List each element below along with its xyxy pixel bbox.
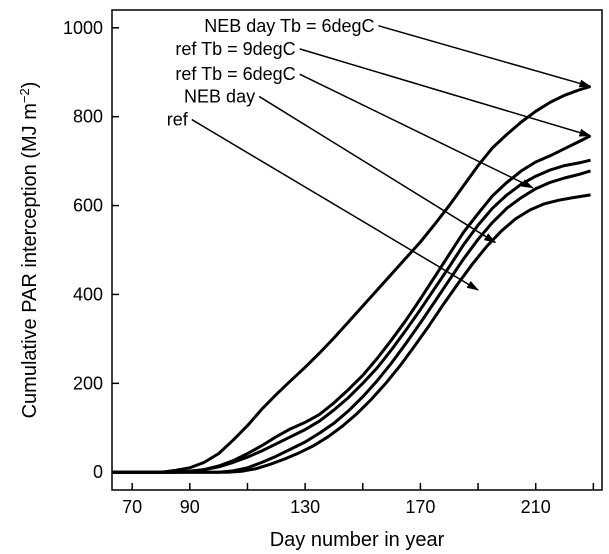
y-tick-label: 800 bbox=[73, 107, 103, 127]
series-annotation-label: ref bbox=[167, 110, 189, 130]
y-tick-label: 400 bbox=[73, 284, 103, 304]
series-line bbox=[112, 193, 591, 474]
series-annotation-label: ref Tb = 6degC bbox=[175, 64, 295, 84]
y-axis-label-close: ) bbox=[19, 82, 41, 89]
x-tick-label: 90 bbox=[180, 497, 200, 517]
y-axis-label-superscript: −2 bbox=[17, 88, 32, 103]
x-tick-label: 170 bbox=[405, 497, 435, 517]
series-lines bbox=[112, 84, 592, 474]
series-annotation-arrow bbox=[299, 73, 534, 189]
y-tick-label: 1000 bbox=[63, 18, 103, 38]
series-annotation-label: NEB day Tb = 6degC bbox=[204, 16, 374, 36]
series-line bbox=[112, 134, 592, 474]
x-tick-label: 130 bbox=[290, 497, 320, 517]
series-line bbox=[112, 158, 591, 474]
series-annotation-arrow bbox=[258, 95, 497, 244]
series-annotation-label: ref Tb = 9degC bbox=[175, 39, 295, 59]
y-tick-label: 600 bbox=[73, 196, 103, 216]
series-annotation-label: NEB day bbox=[184, 86, 255, 106]
series-annotation-arrow bbox=[191, 118, 479, 291]
x-tick-label: 210 bbox=[521, 497, 551, 517]
x-tick-label: 70 bbox=[122, 497, 142, 517]
series-annotation-arrow bbox=[378, 25, 592, 88]
plot-frame bbox=[111, 9, 603, 491]
y-axis-label: Cumulative PAR interception (MJ m−2) bbox=[17, 82, 42, 419]
y-axis: 0 200 400 600 800 1000 bbox=[63, 18, 119, 482]
y-axis-label-main: Cumulative PAR interception (MJ m bbox=[19, 103, 41, 418]
y-tick-label: 200 bbox=[73, 373, 103, 393]
series-annotation-arrow bbox=[299, 48, 592, 137]
series-line bbox=[112, 169, 591, 474]
series-line bbox=[112, 84, 591, 474]
x-axis: 70 90 130 170 210 bbox=[122, 483, 595, 517]
series-annotations: NEB day Tb = 6degC ref Tb = 9degC ref Tb =… bbox=[167, 16, 592, 291]
y-tick-label: 0 bbox=[93, 462, 103, 482]
x-axis-label: Day number in year bbox=[270, 529, 445, 551]
